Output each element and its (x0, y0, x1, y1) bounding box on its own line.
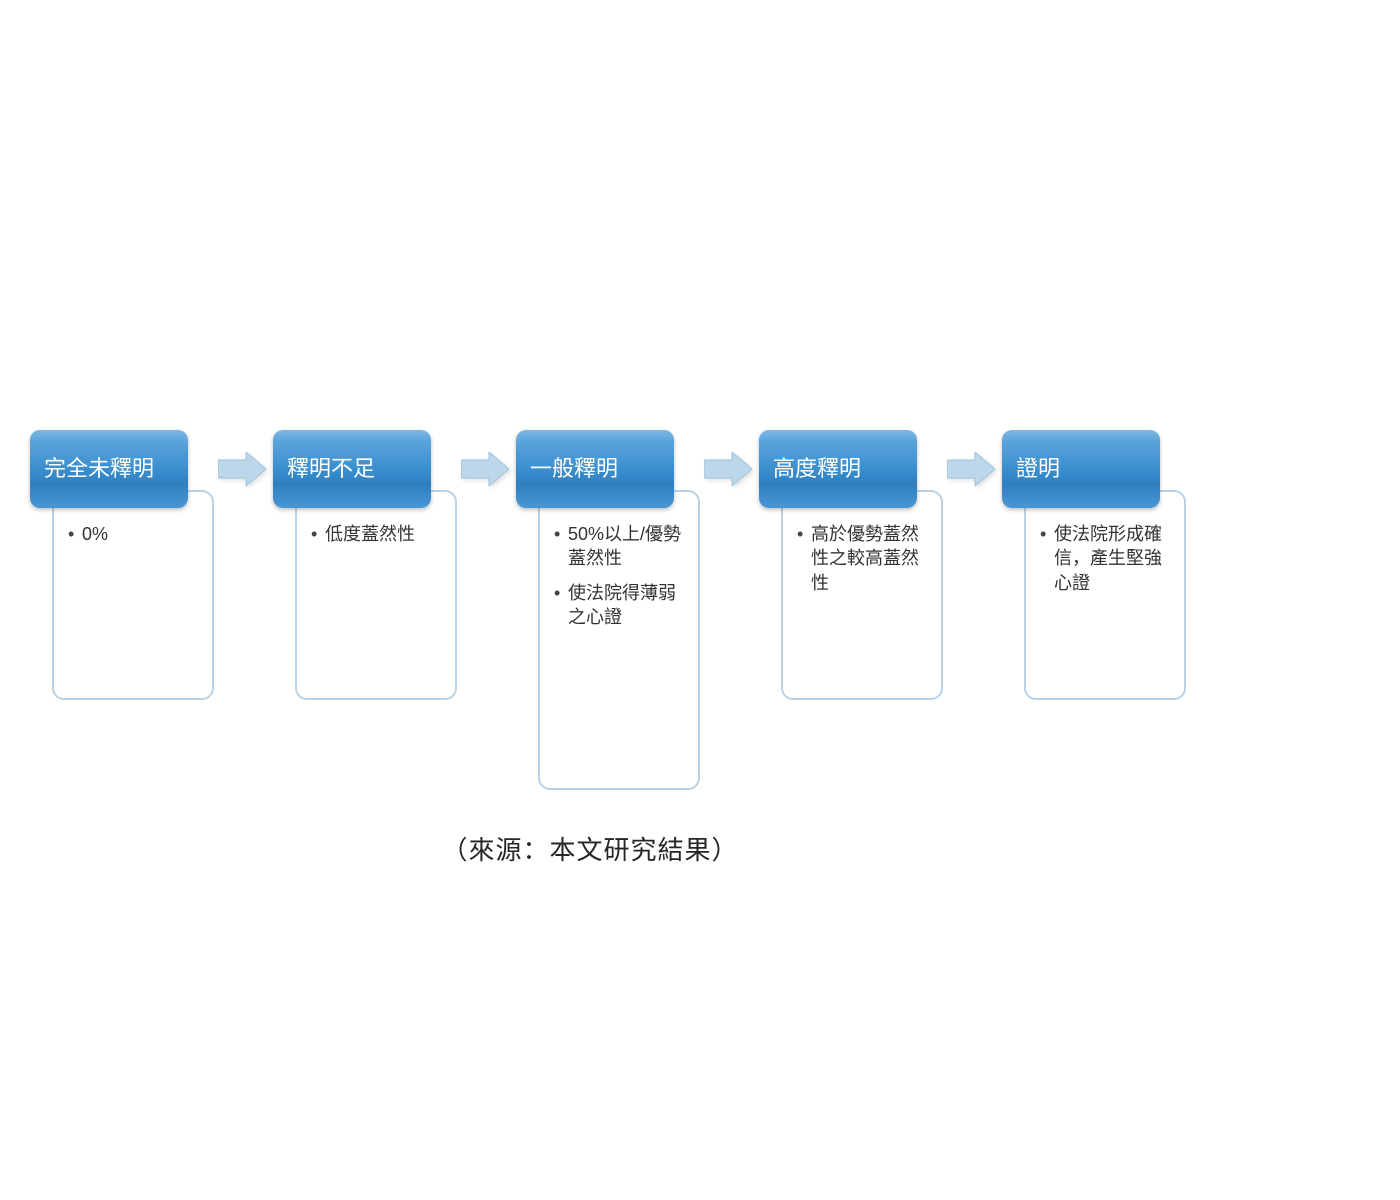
stage-block: 一般釋明 50%以上/優勢蓋然性 使法院得薄弱之心證 (516, 430, 706, 790)
stage-bullet: 使法院得薄弱之心證 (554, 581, 684, 630)
stage-group-5: 證明 使法院形成確信，產生堅強心證 (1002, 430, 1192, 700)
stage-bullet: 0% (68, 522, 198, 546)
stage-body: 0% (52, 490, 214, 700)
stage-group-4: 高度釋明 高於優勢蓋然性之較高蓋然性 (759, 430, 949, 700)
stage-title: 一般釋明 (530, 456, 618, 481)
stage-header: 證明 (1002, 430, 1160, 508)
stage-body: 高於優勢蓋然性之較高蓋然性 (781, 490, 943, 700)
stage-header: 釋明不足 (273, 430, 431, 508)
stage-group-1: 完全未釋明 0% (30, 430, 220, 700)
stage-block: 完全未釋明 0% (30, 430, 220, 700)
stage-title: 證明 (1016, 456, 1060, 481)
arrow-icon (943, 430, 998, 486)
stage-block: 證明 使法院形成確信，產生堅強心證 (1002, 430, 1192, 700)
stage-title: 完全未釋明 (44, 456, 154, 481)
arrow-icon (214, 430, 269, 486)
stage-body: 50%以上/優勢蓋然性 使法院得薄弱之心證 (538, 490, 700, 790)
arrow-icon (700, 430, 755, 486)
stage-bullet: 低度蓋然性 (311, 522, 441, 546)
stage-bullet: 高於優勢蓋然性之較高蓋然性 (797, 522, 927, 595)
stage-bullet: 使法院形成確信，產生堅強心證 (1040, 522, 1170, 595)
stage-body: 使法院形成確信，產生堅強心證 (1024, 490, 1186, 700)
diagram-caption: （來源：本文研究結果） (0, 830, 1180, 867)
stage-block: 高度釋明 高於優勢蓋然性之較高蓋然性 (759, 430, 949, 700)
stage-block: 釋明不足 低度蓋然性 (273, 430, 463, 700)
stage-title: 高度釋明 (773, 456, 861, 481)
process-flow-diagram: 完全未釋明 0% 釋明不足 低度蓋然性 (30, 430, 1192, 790)
stage-header: 一般釋明 (516, 430, 674, 508)
stage-header: 完全未釋明 (30, 430, 188, 508)
stage-group-2: 釋明不足 低度蓋然性 (273, 430, 463, 700)
arrow-icon (457, 430, 512, 486)
stage-body: 低度蓋然性 (295, 490, 457, 700)
stage-title: 釋明不足 (287, 456, 375, 481)
stage-bullet: 50%以上/優勢蓋然性 (554, 522, 684, 571)
stage-group-3: 一般釋明 50%以上/優勢蓋然性 使法院得薄弱之心證 (516, 430, 706, 790)
stage-header: 高度釋明 (759, 430, 917, 508)
